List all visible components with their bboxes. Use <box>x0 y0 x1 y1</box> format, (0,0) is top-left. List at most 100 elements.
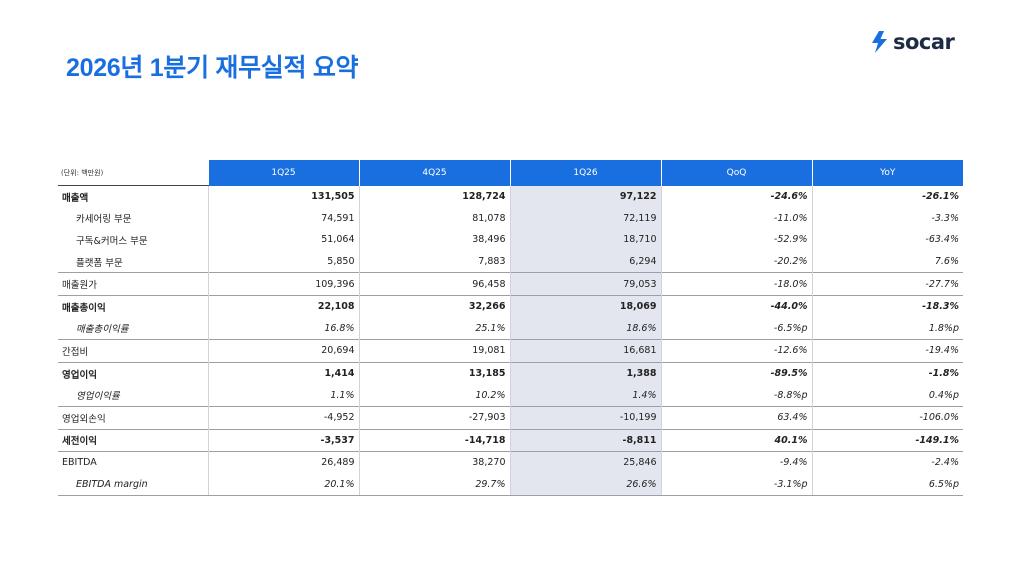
cell-qoq: -18.0% <box>660 272 812 296</box>
table-row: 영업외손익 -4,952 -27,903 -10,199 63.4% -106.… <box>58 405 963 430</box>
column-header: QoQ <box>660 160 812 186</box>
cell-1q26: 97,122 <box>509 185 661 208</box>
cell-qoq: -9.4% <box>660 451 812 474</box>
row-label: 영업이익 <box>58 361 208 385</box>
cell-1q26: 18,710 <box>509 229 661 251</box>
cell-4q25: 19,081 <box>358 339 510 363</box>
cell-qoq: -6.5%p <box>660 317 812 340</box>
table-row: 매출총이익 22,108 32,266 18,069 -44.0% -18.3% <box>58 294 963 318</box>
cell-qoq: -3.1%p <box>660 473 812 497</box>
cell-4q25: 29.7% <box>358 473 510 497</box>
table-row: 영업이익률 1.1% 10.2% 1.4% -8.8%p 0.4%p <box>58 384 963 407</box>
cell-yoy: -18.3% <box>811 294 963 318</box>
column-header: 1Q25 <box>207 160 359 186</box>
row-label: EBITDA <box>58 451 208 474</box>
cell-1q25: 20.1% <box>207 473 359 497</box>
row-label: 영업외손익 <box>58 405 208 430</box>
page-title: 2026년 1분기 재무실적 요약 <box>66 54 359 82</box>
cell-yoy: 6.5%p <box>811 473 963 497</box>
cell-1q26: 16,681 <box>509 339 661 363</box>
cell-yoy: -3.3% <box>811 207 963 230</box>
cell-1q26: 6,294 <box>509 250 661 273</box>
cell-qoq: 40.1% <box>660 428 812 452</box>
unit-label: (단위: 백만원) <box>58 160 208 186</box>
cell-4q25: 32,266 <box>358 294 510 318</box>
table-row: 매출원가 109,396 96,458 79,053 -18.0% -27.7% <box>58 272 963 296</box>
cell-qoq: -11.0% <box>660 207 812 230</box>
logo-text: socar <box>893 30 955 54</box>
row-label: 매출액 <box>62 192 89 204</box>
cell-yoy: 1.8%p <box>811 317 963 340</box>
cell-1q26: -10,199 <box>509 405 661 430</box>
table-row: 세전이익 -3,537 -14,718 -8,811 40.1% -149.1% <box>58 428 963 452</box>
cell-1q25: 20,694 <box>207 339 359 363</box>
cell-1q25: -3,537 <box>207 428 359 452</box>
cell-qoq: 63.4% <box>660 405 812 430</box>
table-row: 플랫폼 부문 5,850 7,883 6,294 -20.2% 7.6% <box>58 250 963 273</box>
row-label: 매출원가 <box>58 272 208 296</box>
cell-yoy: -106.0% <box>811 405 963 430</box>
table-row: 매출총이익률 16.8% 25.1% 18.6% -6.5%p 1.8%p <box>58 317 963 340</box>
cell-1q26: 72,119 <box>509 207 661 230</box>
cell-4q25: 38,496 <box>358 229 510 251</box>
cell-1q25: 16.8% <box>207 317 359 340</box>
row-label: 세전이익 <box>58 428 208 452</box>
cell-1q26: 18.6% <box>509 317 661 340</box>
cell-4q25: 81,078 <box>358 207 510 230</box>
cell-4q25: 10.2% <box>358 384 510 407</box>
cell-qoq: -24.6% <box>660 185 812 208</box>
cell-4q25: 96,458 <box>358 272 510 296</box>
column-header: YoY <box>811 160 963 186</box>
cell-1q26: 18,069 <box>509 294 661 318</box>
cell-4q25: 13,185 <box>358 361 510 385</box>
cell-yoy: -27.7% <box>811 272 963 296</box>
cell-4q25: 25.1% <box>358 317 510 340</box>
cell-1q26: 1.4% <box>509 384 661 407</box>
table-row: 간접비 20,694 19,081 16,681 -12.6% -19.4% <box>58 339 963 363</box>
row-label: 영업이익률 <box>76 391 120 403</box>
cell-yoy: -1.8% <box>811 361 963 385</box>
cell-1q26: 25,846 <box>509 451 661 474</box>
cell-1q25: 5,850 <box>207 250 359 273</box>
cell-4q25: -27,903 <box>358 405 510 430</box>
cell-qoq: -12.6% <box>660 339 812 363</box>
table-header-row: (단위: 백만원) 1Q25 4Q25 1Q26 QoQ YoY <box>58 160 963 186</box>
row-label: 구독&커머스 부문 <box>76 235 148 247</box>
socar-bolt-icon <box>872 31 887 53</box>
table-row: EBITDA 26,489 38,270 25,846 -9.4% -2.4% <box>58 451 963 474</box>
cell-yoy: -149.1% <box>811 428 963 452</box>
table-row: 카세어링 부문 74,591 81,078 72,119 -11.0% -3.3… <box>58 207 963 230</box>
row-label: 간접비 <box>58 339 208 363</box>
cell-yoy: -63.4% <box>811 229 963 251</box>
cell-1q25: 1.1% <box>207 384 359 407</box>
cell-qoq: -89.5% <box>660 361 812 385</box>
cell-1q25: 51,064 <box>207 229 359 251</box>
cell-1q25: 109,396 <box>207 272 359 296</box>
row-label: 매출총이익 <box>58 294 208 318</box>
column-header: 1Q26 <box>509 160 661 186</box>
cell-1q26: 1,388 <box>509 361 661 385</box>
cell-yoy: -26.1% <box>811 185 963 208</box>
cell-1q25: 131,505 <box>207 185 359 208</box>
cell-qoq: -20.2% <box>660 250 812 273</box>
cell-1q25: 26,489 <box>207 451 359 474</box>
table-row: 영업이익 1,414 13,185 1,388 -89.5% -1.8% <box>58 361 963 385</box>
column-header: 4Q25 <box>358 160 510 186</box>
cell-1q26: 26.6% <box>509 473 661 497</box>
cell-qoq: -52.9% <box>660 229 812 251</box>
socar-logo: socar <box>868 29 955 55</box>
cell-1q25: 74,591 <box>207 207 359 230</box>
cell-1q25: 1,414 <box>207 361 359 385</box>
row-label: 플랫폼 부문 <box>76 257 123 269</box>
cell-4q25: -14,718 <box>358 428 510 452</box>
cell-1q26: 79,053 <box>509 272 661 296</box>
cell-yoy: 7.6% <box>811 250 963 273</box>
cell-4q25: 7,883 <box>358 250 510 273</box>
cell-1q25: 22,108 <box>207 294 359 318</box>
cell-yoy: -19.4% <box>811 339 963 363</box>
cell-1q26: -8,811 <box>509 428 661 452</box>
row-label: 카세어링 부문 <box>76 214 132 226</box>
cell-4q25: 38,270 <box>358 451 510 474</box>
cell-yoy: 0.4%p <box>811 384 963 407</box>
table-row: EBITDA margin 20.1% 29.7% 26.6% -3.1%p 6… <box>58 473 963 497</box>
